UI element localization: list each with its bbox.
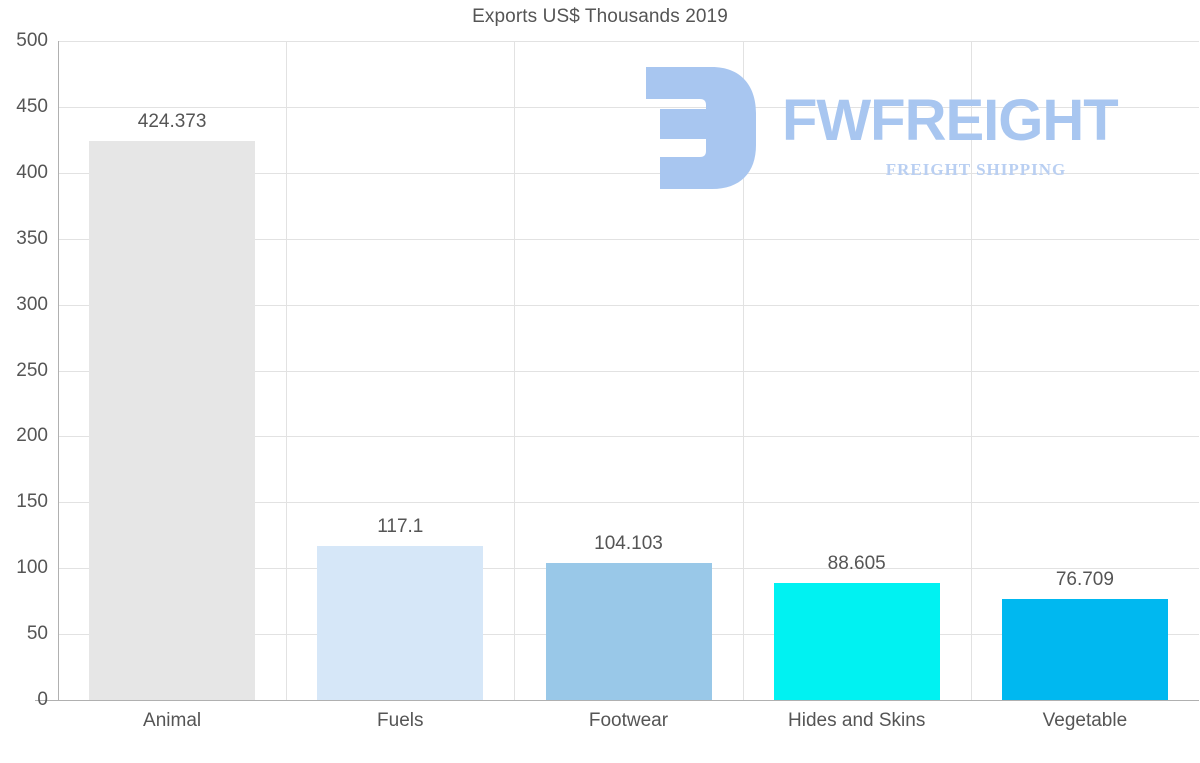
bar-value-label: 104.103	[594, 532, 663, 554]
y-axis-tick-label: 350	[16, 227, 48, 249]
gridline-horizontal	[58, 370, 1199, 372]
gridline-horizontal	[58, 502, 1199, 504]
bar-value-label: 117.1	[377, 515, 424, 537]
x-axis-tick-label: Fuels	[377, 710, 424, 731]
gridline-horizontal	[58, 41, 1199, 42]
y-axis-tick-label: 500	[16, 30, 48, 51]
gridline-horizontal	[58, 238, 1199, 240]
bar-value-label: 76.709	[1055, 568, 1114, 590]
y-axis-tick-label: 100	[16, 557, 48, 579]
y-axis-tick-label: 150	[16, 491, 48, 513]
gridline-horizontal	[58, 172, 1199, 174]
gridline-vertical	[970, 41, 972, 700]
y-axis-tick-label: 450	[16, 95, 48, 117]
x-axis-tick-label: Footwear	[588, 710, 669, 731]
gridline-horizontal	[58, 106, 1199, 108]
y-axis-tick-label: 50	[26, 623, 48, 645]
chart-title: Exports US$ Thousands 2019	[472, 6, 728, 27]
bar-fuels[interactable]	[317, 545, 484, 700]
bar-value-label: 424.373	[137, 110, 207, 132]
gridline-horizontal	[58, 304, 1199, 306]
x-axis-tick-label: Hides and Skins	[788, 710, 926, 731]
bar-value-label: 88.605	[827, 553, 886, 575]
y-axis-tick-label: 0	[37, 689, 48, 710]
bar-vegetable[interactable]	[1001, 598, 1168, 700]
y-axis-line	[58, 41, 59, 701]
gridline-vertical	[742, 41, 744, 700]
y-axis-tick-label: 250	[16, 359, 48, 381]
bar-animal[interactable]	[89, 140, 256, 700]
gridline-vertical	[286, 41, 288, 700]
bar-footwear[interactable]	[545, 562, 712, 700]
x-axis-tick-label: Vegetable	[1042, 710, 1128, 731]
x-axis-tick-label: Animal	[143, 710, 202, 731]
bar-hides-and-skins[interactable]	[773, 583, 940, 700]
x-axis-line	[35, 700, 1199, 701]
gridline-horizontal	[58, 436, 1199, 438]
y-axis-tick-label: 400	[16, 161, 48, 183]
gridline-vertical	[514, 41, 516, 700]
y-axis-tick-label: 300	[16, 293, 48, 315]
y-axis-tick-label: 200	[16, 425, 48, 447]
